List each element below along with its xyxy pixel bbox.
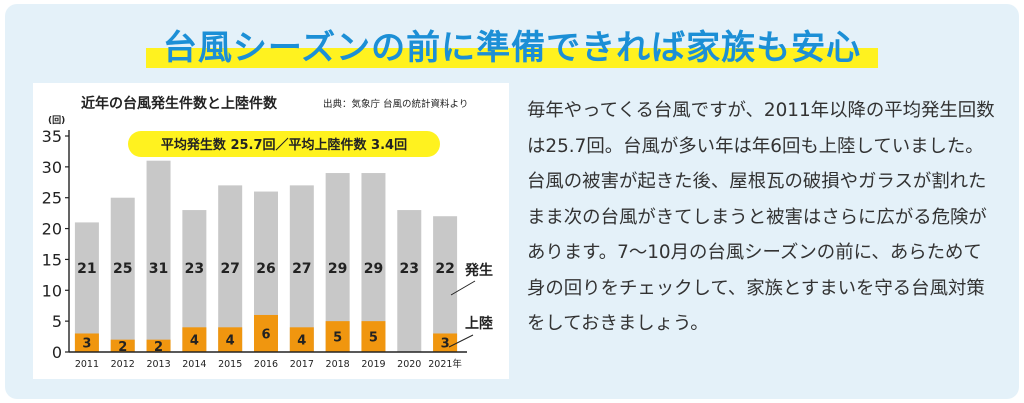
occurrence-value-label: 23 (400, 261, 419, 277)
landfall-value-label: 2 (118, 340, 127, 355)
headline-block: 台風シーズンの前に準備できれば家族も安心 (0, 14, 1024, 70)
headline: 台風シーズンの前に準備できれば家族も安心 (162, 28, 862, 68)
axes-layer: 2011 2012 2013 2014 2015 2016 2017 2018 2019 2020… (42, 127, 467, 370)
bar-occurrence (289, 185, 314, 352)
y-tick-label: 5 (52, 312, 62, 331)
y-unit-label: (回) (48, 115, 65, 126)
landfall-value-label: 4 (226, 334, 235, 349)
bar-landfall (433, 333, 458, 352)
occurrence-value-label: 22 (435, 261, 454, 277)
x-tick-label: 2012 (111, 359, 135, 370)
occurrence-value-label: 27 (220, 261, 239, 277)
y-tick-label: 15 (42, 250, 62, 269)
legend-occurrence-label: 発生 (464, 262, 493, 279)
chart-title: 近年の台風発生件数と上陸件数 (81, 95, 278, 112)
x-tick-label: 2016 (254, 359, 278, 370)
x-tick-label: 2015 (218, 359, 242, 370)
chart-card: 近年の台風発生件数と上陸件数 出典：気象庁 台風の統計資料より (回) 3 21 2… (33, 83, 509, 379)
y-tick-label: 30 (42, 158, 62, 177)
bar-occurrence (146, 160, 171, 352)
bar-landfall (289, 327, 314, 352)
landfall-value-label: 5 (369, 331, 378, 346)
average-label: 平均発生数 25.7回／平均上陸件数 3.4回 (161, 137, 407, 153)
bar-landfall (182, 327, 207, 352)
x-tick-label: 2019 (361, 359, 385, 370)
y-tick-label: 10 (42, 281, 62, 300)
bar-occurrence (218, 185, 243, 352)
landfall-value-label: 2 (154, 340, 163, 355)
x-tick-label: 2014 (182, 359, 206, 370)
x-tick-label: 2013 (146, 359, 170, 370)
headline-highlight (146, 48, 878, 68)
x-tick-label: 2018 (326, 359, 350, 370)
occurrence-value-label: 21 (77, 261, 96, 277)
legend-occurrence-leader (450, 280, 476, 296)
occurrence-value-label: 29 (328, 261, 347, 277)
x-tick-label: 2021年 (428, 358, 462, 370)
legend-landfall-label: 上陸 (465, 315, 493, 332)
bar-landfall (361, 321, 386, 352)
legend-landfall-leader (448, 334, 474, 348)
x-tick-label: 2020 (397, 359, 421, 370)
occurrence-value-label: 25 (113, 261, 132, 277)
bar-landfall (74, 333, 99, 352)
bar-landfall (218, 327, 243, 352)
chart-source: 出典：気象庁 台風の統計資料より (323, 98, 468, 110)
landfall-value-label: 3 (441, 337, 450, 352)
occurrence-value-label: 27 (292, 261, 311, 277)
average-badge (128, 131, 440, 157)
bar-occurrence (433, 216, 458, 352)
y-tick-label: 0 (52, 343, 62, 362)
bar-landfall (110, 339, 135, 352)
landfall-value-label: 4 (297, 334, 306, 349)
bar-occurrence (397, 210, 422, 352)
y-tick-label: 25 (42, 189, 62, 208)
landfall-value-label: 5 (333, 331, 342, 346)
occurrence-value-label: 31 (149, 261, 168, 277)
landfall-value-label: 6 (261, 327, 270, 342)
occurrence-value-label: 29 (364, 261, 383, 277)
occurrence-value-label: 26 (256, 261, 275, 277)
occurrence-value-label: 23 (185, 261, 204, 277)
body-text: 毎年やってくる台風ですが、2011年以降の平均発生回数は25.7回。台風が多い年… (527, 100, 995, 334)
bars-layer: 3 21 2 25 2 31 4 23 4 27 6 26 4 27 5 29 5 29 23 3 22 (74, 160, 458, 355)
landfall-value-label: 4 (190, 334, 199, 349)
x-tick-label: 2017 (290, 359, 314, 370)
bar-landfall (254, 314, 278, 352)
bar-landfall (146, 339, 171, 352)
typhoon-chart: 近年の台風発生件数と上陸件数 出典：気象庁 台風の統計資料より (回) 3 21 2… (42, 95, 493, 370)
bar-occurrence (110, 197, 135, 352)
x-tick-label: 2011 (75, 359, 99, 370)
y-tick-label: 35 (42, 127, 62, 146)
bar-landfall (325, 321, 350, 352)
landfall-value-label: 3 (82, 337, 91, 352)
bar-occurrence (74, 222, 99, 352)
y-tick-label: 20 (42, 220, 62, 239)
